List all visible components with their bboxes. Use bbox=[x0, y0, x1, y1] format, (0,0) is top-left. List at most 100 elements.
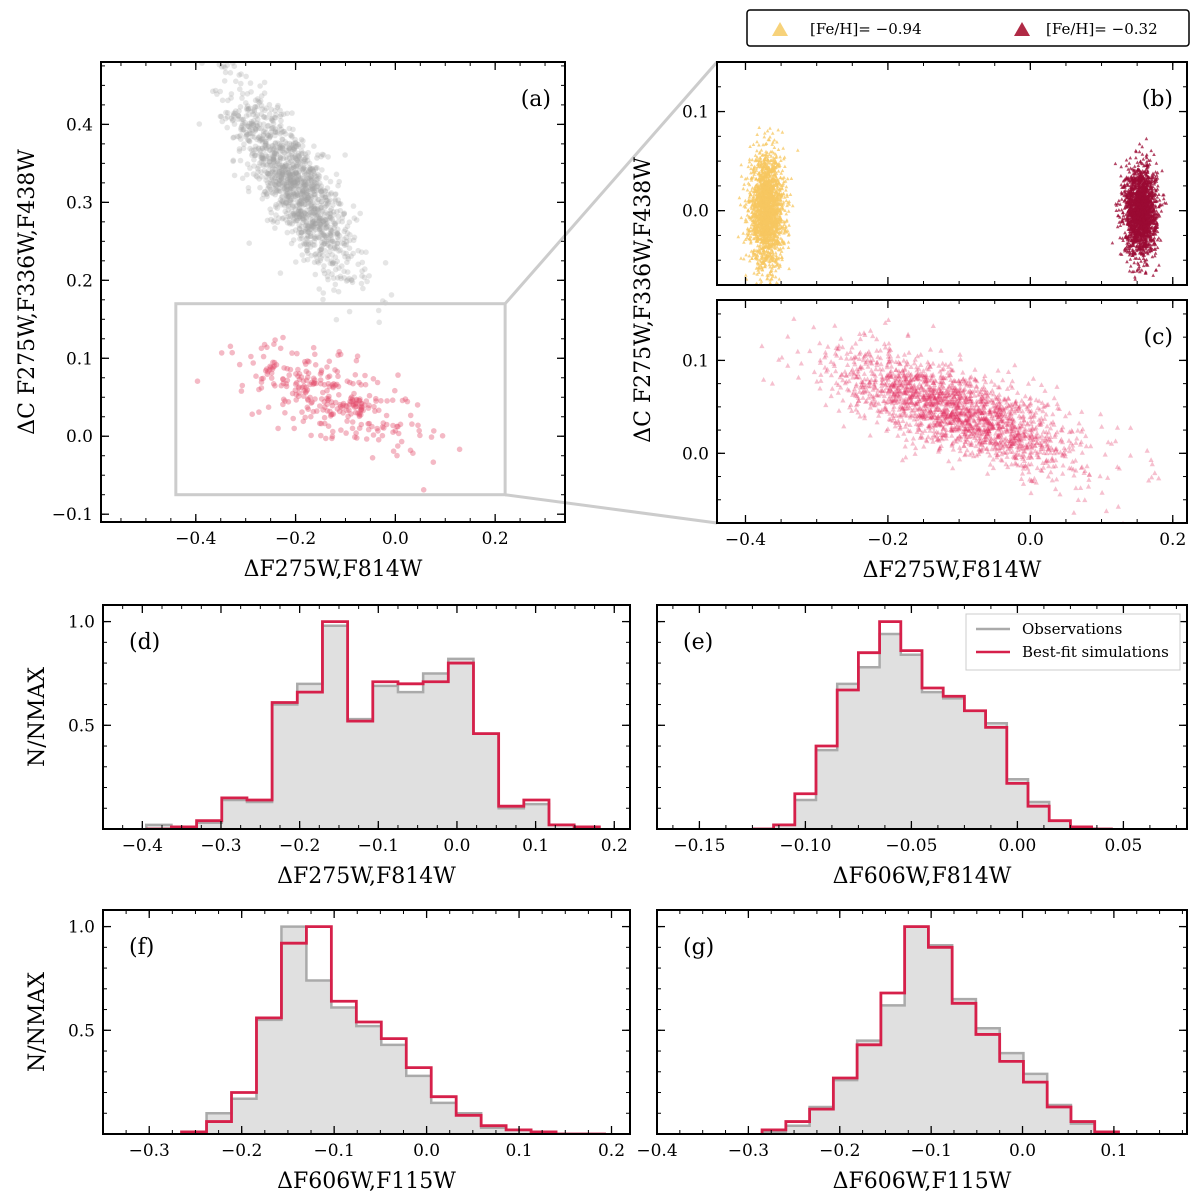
grey-star-point bbox=[264, 134, 270, 141]
grey-star-point bbox=[290, 210, 297, 217]
metal-poor-point bbox=[746, 164, 751, 169]
grey-star-point bbox=[228, 115, 235, 122]
grey-star-point bbox=[294, 180, 301, 186]
grey-star-point bbox=[304, 223, 311, 230]
grey-star-point bbox=[308, 200, 314, 207]
metal-poor-point bbox=[757, 143, 761, 147]
red-star-point bbox=[349, 394, 355, 400]
grey-star-point bbox=[325, 269, 332, 275]
metal-poor-point bbox=[776, 128, 780, 132]
grey-star-point bbox=[296, 225, 303, 232]
grey-star-point bbox=[270, 120, 277, 127]
metal-rich-point bbox=[1146, 251, 1150, 256]
red-star-point bbox=[358, 407, 364, 414]
grey-star-point bbox=[314, 176, 321, 182]
grey-star-point bbox=[283, 199, 289, 206]
grey-star-point bbox=[310, 168, 317, 174]
grey-star-point bbox=[244, 91, 251, 97]
grey-star-point bbox=[297, 243, 304, 249]
grey-star-point bbox=[238, 124, 244, 131]
grey-star-point bbox=[298, 151, 305, 157]
grey-star-point bbox=[308, 205, 315, 212]
metal-poor-point bbox=[762, 157, 767, 161]
metal-poor-point bbox=[776, 208, 780, 212]
grey-star-point bbox=[236, 134, 242, 140]
red-star-point bbox=[332, 382, 339, 388]
red-star-point bbox=[353, 397, 360, 404]
grey-star-point bbox=[307, 244, 314, 250]
grey-star-point bbox=[294, 199, 301, 206]
grey-star-point bbox=[212, 87, 219, 94]
red-star-point bbox=[299, 384, 306, 391]
grey-star-point bbox=[276, 168, 283, 175]
metal-rich-point bbox=[1162, 196, 1166, 201]
grey-star-point bbox=[303, 196, 310, 203]
grey-star-point bbox=[300, 150, 306, 157]
grey-star-point bbox=[320, 152, 327, 158]
metal-poor-point bbox=[767, 178, 772, 182]
grey-star-point bbox=[292, 148, 298, 154]
red-star-point bbox=[439, 433, 446, 439]
grey-star-point bbox=[274, 183, 280, 189]
grey-star-point bbox=[336, 232, 343, 239]
grey-star-point bbox=[280, 128, 287, 135]
grey-star-point bbox=[301, 257, 307, 264]
red-star-point bbox=[325, 396, 332, 402]
metal-poor-point bbox=[755, 207, 760, 211]
scatter-points bbox=[194, 62, 463, 493]
red-star-point bbox=[271, 363, 278, 369]
red-star-point bbox=[300, 393, 307, 399]
metal-poor-point bbox=[760, 183, 765, 188]
grey-star-point bbox=[337, 201, 344, 207]
grey-star-point bbox=[286, 174, 292, 181]
grey-star-point bbox=[294, 192, 301, 199]
grey-star-point bbox=[239, 122, 245, 129]
grey-star-point bbox=[308, 205, 315, 212]
metal-poor-point bbox=[765, 150, 770, 155]
metal-poor-point bbox=[757, 193, 762, 197]
grey-star-point bbox=[351, 234, 358, 241]
metal-rich-point bbox=[1153, 205, 1158, 209]
metal-poor-point bbox=[750, 215, 754, 219]
grey-star-point bbox=[283, 169, 289, 176]
metal-poor-point bbox=[777, 241, 782, 245]
metal-poor-point bbox=[772, 286, 776, 289]
grey-star-point bbox=[299, 143, 306, 149]
grey-star-point bbox=[329, 252, 336, 258]
grey-star-point bbox=[293, 182, 300, 189]
grey-star-point bbox=[305, 200, 312, 206]
metal-poor-point bbox=[772, 138, 777, 142]
grey-star-point bbox=[336, 265, 342, 271]
grey-star-point bbox=[300, 165, 307, 172]
x-axis-label: ΔF275W,F814W bbox=[244, 557, 423, 582]
metal-poor-point bbox=[762, 197, 767, 201]
grey-star-point bbox=[300, 195, 306, 202]
metal-rich-point bbox=[1153, 254, 1157, 258]
grey-star-point bbox=[327, 178, 334, 185]
grey-star-point bbox=[293, 164, 300, 170]
grey-star-point bbox=[302, 228, 308, 235]
grey-star-point bbox=[263, 153, 270, 160]
grey-star-point bbox=[293, 169, 300, 176]
grey-star-point bbox=[332, 198, 338, 204]
grey-star-point bbox=[322, 188, 329, 194]
grey-star-point bbox=[284, 156, 290, 162]
grey-star-point bbox=[292, 182, 298, 189]
grey-star-point bbox=[246, 240, 252, 246]
metal-poor-point bbox=[765, 194, 770, 198]
metal-poor-point bbox=[769, 154, 774, 158]
metal-rich-point bbox=[1136, 163, 1141, 167]
grey-star-point bbox=[222, 115, 229, 122]
grey-star-point bbox=[273, 112, 279, 118]
grey-star-point bbox=[328, 229, 334, 236]
red-star-point bbox=[270, 364, 277, 371]
grey-star-point bbox=[324, 223, 331, 230]
red-star-point bbox=[399, 397, 406, 404]
grey-star-point bbox=[301, 183, 307, 190]
grey-star-point bbox=[269, 150, 275, 156]
grey-star-point bbox=[278, 202, 284, 208]
grey-star-point bbox=[251, 163, 257, 169]
metal-poor-point bbox=[744, 253, 748, 257]
metal-rich-point bbox=[1141, 263, 1146, 268]
metal-poor-point bbox=[765, 129, 770, 133]
